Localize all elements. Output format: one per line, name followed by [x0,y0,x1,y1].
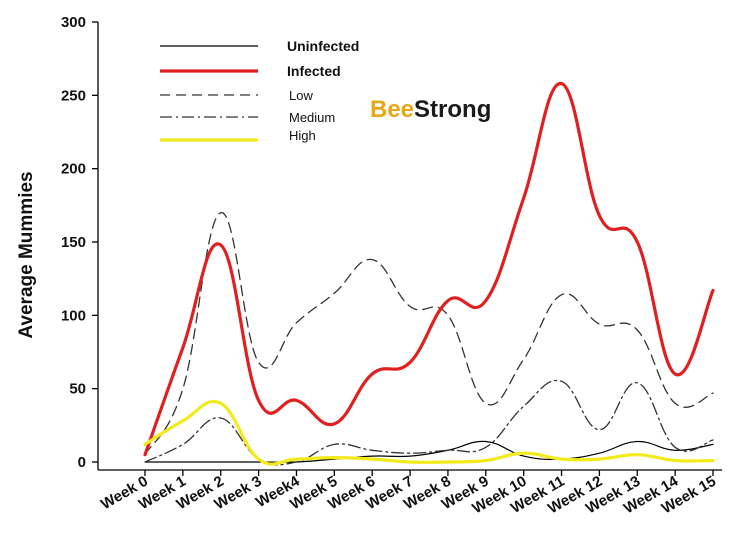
series-line-high [143,399,715,466]
y-axis-label: Average Mummies [16,171,37,338]
legend-label-high: High [289,128,316,143]
legend-label-uninfected: Uninfected [287,38,359,54]
y-tick-label: 200 [61,161,86,178]
legend: Uninfected Infected Low Medium High [160,38,359,143]
y-tick-label: 0 [78,454,86,471]
legend-label-low: Low [289,88,313,103]
y-tick-label: 300 [61,14,86,31]
series-line-low [144,212,714,456]
logo-strong-text: Strong [414,96,491,123]
legend-label-medium: Medium [289,110,335,125]
series-layer [143,82,715,466]
logo-bee-text: Bee [370,96,414,123]
y-tick-label: 100 [61,307,86,324]
y-tick-label: 50 [69,381,86,398]
y-tick-label: 150 [61,234,86,251]
series-line-infected [143,82,715,457]
svg-text:BeeStrong: BeeStrong [370,96,491,123]
series-line-medium [144,379,714,466]
legend-label-infected: Infected [287,63,341,79]
y-tick-label: 250 [61,87,86,104]
series-line-uninfected [144,440,714,463]
beestrong-logo: BeeStrong [370,96,491,123]
